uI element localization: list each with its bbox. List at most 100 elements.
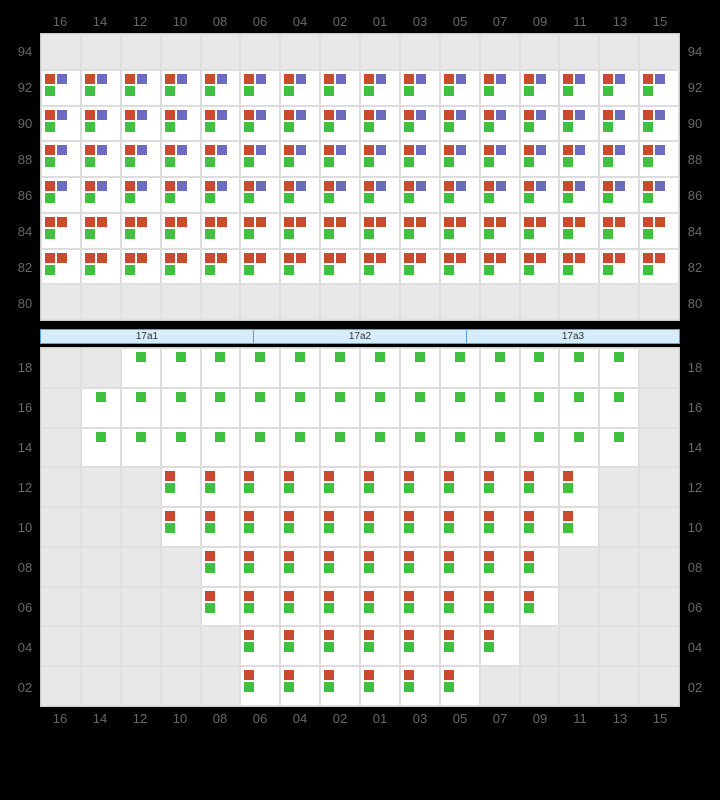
grid-cell[interactable] bbox=[400, 177, 440, 213]
grid-cell[interactable] bbox=[639, 547, 679, 587]
grid-cell[interactable] bbox=[41, 467, 81, 507]
grid-cell[interactable] bbox=[280, 106, 320, 142]
grid-cell[interactable] bbox=[360, 34, 400, 70]
grid-cell[interactable] bbox=[280, 177, 320, 213]
grid-cell[interactable] bbox=[121, 106, 161, 142]
grid-cell[interactable] bbox=[400, 348, 440, 388]
grid-cell[interactable] bbox=[201, 284, 241, 320]
grid-cell[interactable] bbox=[240, 213, 280, 249]
grid-cell[interactable] bbox=[440, 587, 480, 627]
grid-cell[interactable] bbox=[440, 213, 480, 249]
grid-cell[interactable] bbox=[81, 141, 121, 177]
grid-cell[interactable] bbox=[121, 34, 161, 70]
grid-cell[interactable] bbox=[280, 249, 320, 285]
grid-cell[interactable] bbox=[161, 428, 201, 468]
grid-cell[interactable] bbox=[280, 626, 320, 666]
grid-cell[interactable] bbox=[240, 106, 280, 142]
grid-cell[interactable] bbox=[559, 213, 599, 249]
grid-cell[interactable] bbox=[520, 507, 560, 547]
grid-cell[interactable] bbox=[599, 284, 639, 320]
grid-cell[interactable] bbox=[320, 467, 360, 507]
grid-cell[interactable] bbox=[520, 547, 560, 587]
grid-cell[interactable] bbox=[639, 70, 679, 106]
grid-cell[interactable] bbox=[559, 388, 599, 428]
grid-cell[interactable] bbox=[480, 428, 520, 468]
grid-cell[interactable] bbox=[81, 626, 121, 666]
grid-cell[interactable] bbox=[201, 249, 241, 285]
grid-cell[interactable] bbox=[520, 626, 560, 666]
grid-cell[interactable] bbox=[520, 666, 560, 706]
grid-cell[interactable] bbox=[599, 141, 639, 177]
grid-cell[interactable] bbox=[599, 249, 639, 285]
grid-cell[interactable] bbox=[360, 70, 400, 106]
grid-cell[interactable] bbox=[161, 587, 201, 627]
grid-cell[interactable] bbox=[559, 507, 599, 547]
grid-cell[interactable] bbox=[480, 249, 520, 285]
grid-cell[interactable] bbox=[41, 70, 81, 106]
grid-cell[interactable] bbox=[440, 428, 480, 468]
grid-cell[interactable] bbox=[559, 106, 599, 142]
grid-cell[interactable] bbox=[201, 467, 241, 507]
grid-cell[interactable] bbox=[280, 666, 320, 706]
grid-cell[interactable] bbox=[320, 213, 360, 249]
grid-cell[interactable] bbox=[240, 249, 280, 285]
grid-cell[interactable] bbox=[360, 348, 400, 388]
grid-cell[interactable] bbox=[480, 388, 520, 428]
grid-cell[interactable] bbox=[599, 587, 639, 627]
grid-cell[interactable] bbox=[121, 467, 161, 507]
grid-cell[interactable] bbox=[280, 507, 320, 547]
grid-cell[interactable] bbox=[599, 467, 639, 507]
grid-cell[interactable] bbox=[480, 666, 520, 706]
grid-cell[interactable] bbox=[121, 428, 161, 468]
grid-cell[interactable] bbox=[639, 626, 679, 666]
grid-cell[interactable] bbox=[240, 666, 280, 706]
grid-cell[interactable] bbox=[41, 547, 81, 587]
grid-cell[interactable] bbox=[559, 70, 599, 106]
grid-cell[interactable] bbox=[41, 177, 81, 213]
grid-cell[interactable] bbox=[161, 467, 201, 507]
grid-cell[interactable] bbox=[320, 388, 360, 428]
grid-cell[interactable] bbox=[320, 547, 360, 587]
grid-cell[interactable] bbox=[201, 626, 241, 666]
grid-cell[interactable] bbox=[41, 348, 81, 388]
grid-cell[interactable] bbox=[81, 177, 121, 213]
grid-cell[interactable] bbox=[440, 467, 480, 507]
grid-cell[interactable] bbox=[480, 587, 520, 627]
grid-cell[interactable] bbox=[360, 547, 400, 587]
grid-cell[interactable] bbox=[201, 34, 241, 70]
grid-cell[interactable] bbox=[240, 467, 280, 507]
grid-cell[interactable] bbox=[201, 141, 241, 177]
grid-cell[interactable] bbox=[520, 106, 560, 142]
grid-cell[interactable] bbox=[121, 177, 161, 213]
grid-cell[interactable] bbox=[559, 626, 599, 666]
grid-cell[interactable] bbox=[480, 547, 520, 587]
grid-cell[interactable] bbox=[559, 249, 599, 285]
grid-cell[interactable] bbox=[440, 507, 480, 547]
grid-cell[interactable] bbox=[639, 507, 679, 547]
grid-cell[interactable] bbox=[480, 213, 520, 249]
grid-cell[interactable] bbox=[320, 249, 360, 285]
grid-cell[interactable] bbox=[201, 388, 241, 428]
grid-cell[interactable] bbox=[599, 106, 639, 142]
grid-cell[interactable] bbox=[121, 626, 161, 666]
grid-cell[interactable] bbox=[480, 467, 520, 507]
grid-cell[interactable] bbox=[520, 348, 560, 388]
grid-cell[interactable] bbox=[440, 106, 480, 142]
grid-cell[interactable] bbox=[360, 626, 400, 666]
grid-cell[interactable] bbox=[520, 249, 560, 285]
grid-cell[interactable] bbox=[81, 348, 121, 388]
grid-cell[interactable] bbox=[161, 666, 201, 706]
grid-cell[interactable] bbox=[240, 587, 280, 627]
grid-cell[interactable] bbox=[400, 388, 440, 428]
grid-cell[interactable] bbox=[639, 428, 679, 468]
grid-cell[interactable] bbox=[520, 34, 560, 70]
grid-cell[interactable] bbox=[320, 428, 360, 468]
grid-cell[interactable] bbox=[400, 70, 440, 106]
grid-cell[interactable] bbox=[599, 34, 639, 70]
grid-cell[interactable] bbox=[81, 70, 121, 106]
grid-cell[interactable] bbox=[280, 587, 320, 627]
grid-cell[interactable] bbox=[161, 284, 201, 320]
grid-cell[interactable] bbox=[121, 70, 161, 106]
grid-cell[interactable] bbox=[599, 213, 639, 249]
grid-cell[interactable] bbox=[201, 666, 241, 706]
